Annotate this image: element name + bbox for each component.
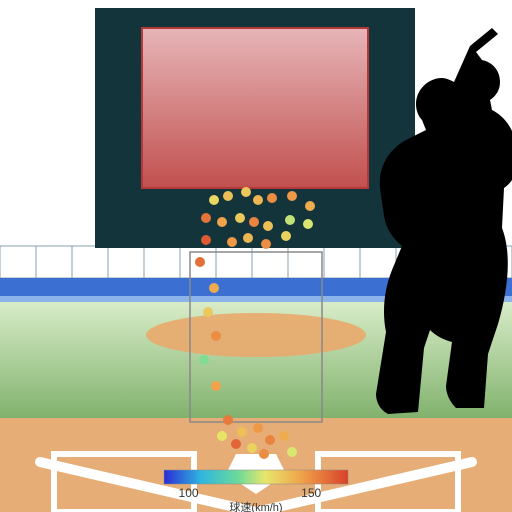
pitch-point bbox=[223, 415, 233, 425]
pitch-point bbox=[303, 219, 313, 229]
pitch-point bbox=[287, 447, 297, 457]
pitch-point bbox=[253, 423, 263, 433]
chart-svg: 100 150 球速(km/h) bbox=[0, 0, 512, 512]
pitch-point bbox=[243, 233, 253, 243]
scoreboard-screen bbox=[142, 28, 368, 188]
pitch-point bbox=[305, 201, 315, 211]
pitch-point bbox=[217, 431, 227, 441]
pitch-point bbox=[281, 231, 291, 241]
pitch-point bbox=[287, 191, 297, 201]
pitch-point bbox=[249, 217, 259, 227]
pitch-point bbox=[237, 427, 247, 437]
legend-tick: 150 bbox=[301, 486, 321, 500]
pitch-point bbox=[199, 355, 209, 365]
pitch-point bbox=[211, 381, 221, 391]
legend-tick: 100 bbox=[179, 486, 199, 500]
pitch-point bbox=[195, 257, 205, 267]
pitch-point bbox=[261, 239, 271, 249]
pitch-point bbox=[217, 217, 227, 227]
pitch-point bbox=[253, 195, 263, 205]
pitch-point bbox=[259, 449, 269, 459]
pitch-point bbox=[209, 195, 219, 205]
legend-label: 球速(km/h) bbox=[229, 500, 282, 512]
pitch-point bbox=[231, 439, 241, 449]
pitch-point bbox=[241, 187, 251, 197]
pitch-point bbox=[247, 443, 257, 453]
pitch-point bbox=[209, 283, 219, 293]
pitch-point bbox=[265, 435, 275, 445]
pitch-point bbox=[267, 193, 277, 203]
pitch-point bbox=[211, 331, 221, 341]
pitch-point bbox=[201, 235, 211, 245]
pitch-point bbox=[235, 213, 245, 223]
pitch-location-chart: 100 150 球速(km/h) bbox=[0, 0, 512, 512]
pitch-point bbox=[285, 215, 295, 225]
pitch-point bbox=[201, 213, 211, 223]
pitch-point bbox=[279, 431, 289, 441]
pitch-point bbox=[203, 307, 213, 317]
pitch-point bbox=[263, 221, 273, 231]
pitchers-mound bbox=[146, 313, 366, 357]
pitch-point bbox=[227, 237, 237, 247]
pitch-point bbox=[223, 191, 233, 201]
